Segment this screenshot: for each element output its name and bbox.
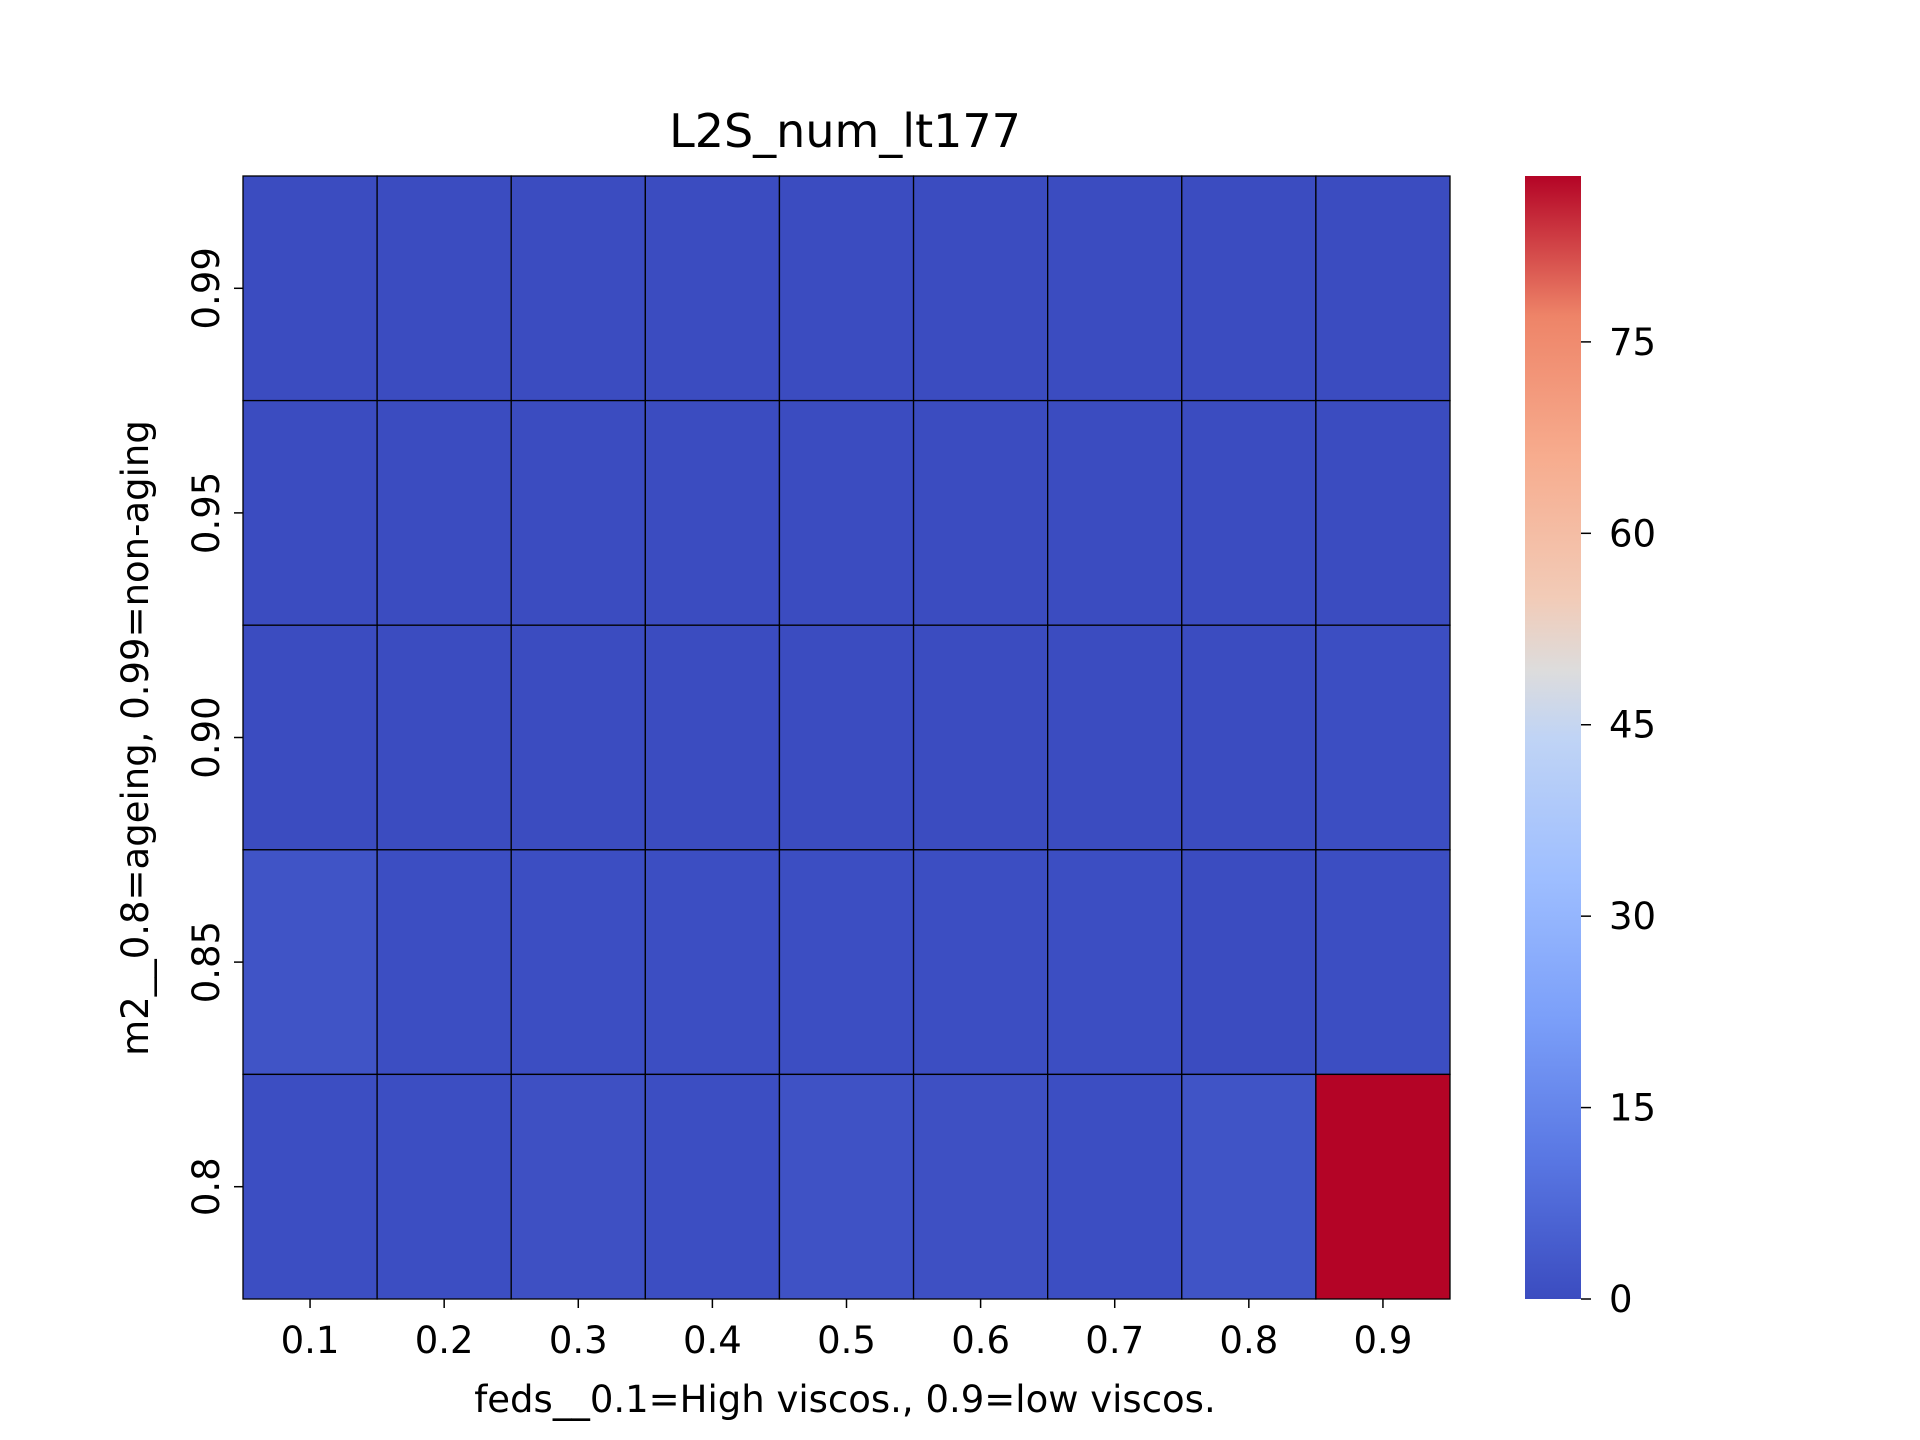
y-tick-label: 0.90 <box>185 696 228 778</box>
y-axis-ticks: 0.99 0.95 0.90 0.85 0.8 <box>185 247 243 1216</box>
heatmap-cell <box>644 624 781 851</box>
heatmap-cell <box>510 175 646 402</box>
heatmap-cell <box>644 1073 781 1300</box>
heatmap-cell <box>510 624 646 851</box>
heatmap-cell <box>1047 849 1183 1076</box>
heatmap-cell <box>242 1073 378 1300</box>
heatmap-cell <box>1181 175 1317 402</box>
heatmap-cell <box>778 624 915 851</box>
y-tick-label: 0.85 <box>185 921 228 1003</box>
x-tick-label: 0.9 <box>1354 1319 1413 1362</box>
heatmap-cell <box>1047 399 1183 626</box>
heatmap-cell <box>242 399 378 626</box>
heatmap-cell <box>1181 849 1317 1076</box>
x-axis-ticks: 0.1 0.2 0.3 0.4 0.5 0.6 0.7 0.8 0.9 <box>281 1299 1413 1362</box>
heatmap-cell <box>376 399 512 626</box>
x-axis-label: feds__0.1=High viscos., 0.9=low viscos. <box>474 1378 1215 1421</box>
heatmap-cell <box>778 849 915 1076</box>
colorbar-tick-label: 60 <box>1609 512 1656 555</box>
x-tick-label: 0.3 <box>549 1319 608 1362</box>
heatmap-cell <box>242 624 378 851</box>
chart-title: L2S_num_lt177 <box>669 104 1021 158</box>
heatmap-cell <box>1181 624 1317 851</box>
heatmap-cell <box>644 399 781 626</box>
x-tick-label: 0.5 <box>817 1319 876 1362</box>
heatmap-cell <box>376 1073 512 1300</box>
colorbar-tick-label: 75 <box>1609 321 1656 364</box>
heatmap-cell <box>912 399 1049 626</box>
x-tick-label: 0.4 <box>683 1319 742 1362</box>
y-axis-label: m2__0.8=ageing, 0.99=non-aging <box>114 420 157 1056</box>
heatmap-cell <box>912 849 1049 1076</box>
heatmap-cell <box>778 399 915 626</box>
heatmap-cell <box>1315 624 1451 851</box>
heatmap-cells <box>242 175 1451 1300</box>
heatmap-cell <box>644 175 781 402</box>
colorbar-tick-label: 30 <box>1609 895 1656 938</box>
colorbar <box>1525 176 1581 1299</box>
heatmap-cell <box>242 175 378 402</box>
heatmap-cell <box>1315 175 1451 402</box>
x-tick-label: 0.1 <box>281 1319 340 1362</box>
heatmap-cell <box>510 1073 646 1300</box>
colorbar-tick-label: 0 <box>1609 1278 1633 1321</box>
y-tick-label: 0.8 <box>185 1157 228 1216</box>
heatmap-cell <box>912 1073 1049 1300</box>
heatmap-cell <box>912 175 1049 402</box>
heatmap-cell <box>1315 399 1451 626</box>
heatmap-cell <box>376 624 512 851</box>
heatmap-cell <box>1047 624 1183 851</box>
y-tick-label: 0.95 <box>185 472 228 554</box>
heatmap-cell <box>644 849 781 1076</box>
heatmap-cell <box>1047 1073 1183 1300</box>
heatmap-cell <box>1315 849 1451 1076</box>
heatmap-cell <box>778 1073 915 1300</box>
heatmap-cell <box>1181 1073 1317 1300</box>
heatmap-cell <box>376 175 512 402</box>
heatmap-cell <box>1181 399 1317 626</box>
heatmap-cell <box>242 849 378 1076</box>
heatmap-cell <box>510 849 646 1076</box>
y-tick-label: 0.99 <box>185 247 228 329</box>
x-tick-label: 0.7 <box>1085 1319 1144 1362</box>
x-tick-label: 0.6 <box>951 1319 1010 1362</box>
colorbar-tick-label: 15 <box>1609 1087 1656 1130</box>
heatmap-cell <box>1047 175 1183 402</box>
heatmap-cell <box>510 399 646 626</box>
colorbar-tick-label: 45 <box>1609 704 1656 747</box>
x-tick-label: 0.2 <box>415 1319 474 1362</box>
heatmap-cell <box>376 849 512 1076</box>
x-tick-label: 0.8 <box>1219 1319 1278 1362</box>
heatmap-cell <box>778 175 915 402</box>
colorbar-ticks: 0 15 30 45 60 75 <box>1581 321 1656 1321</box>
heatmap-cell <box>912 624 1049 851</box>
heatmap-cell <box>1315 1073 1451 1300</box>
